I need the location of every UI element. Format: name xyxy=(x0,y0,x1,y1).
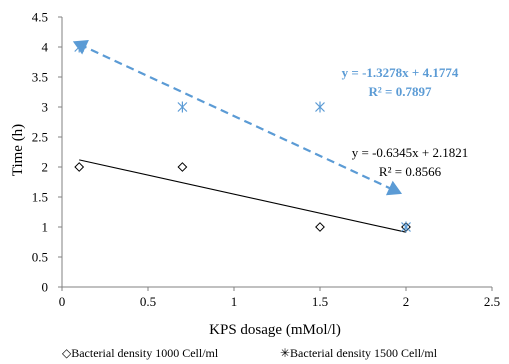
trendline-r2-1000: R² = 0.8566 xyxy=(379,164,442,179)
data-point-diamond xyxy=(315,222,325,232)
x-tick-label: 2.5 xyxy=(484,294,500,309)
y-tick-label: 0 xyxy=(42,280,49,295)
x-tick-label: 1.5 xyxy=(312,294,328,309)
x-tick-label: 2 xyxy=(403,294,410,309)
x-tick-label: 0.5 xyxy=(140,294,156,309)
y-tick-label: 1 xyxy=(42,220,49,235)
y-tick-label: 4.5 xyxy=(32,10,48,25)
data-point-diamond xyxy=(74,162,85,172)
data-point-star xyxy=(315,101,325,113)
data-points xyxy=(74,41,411,233)
trendline-arrow-end xyxy=(385,180,403,196)
data-point-star xyxy=(74,41,85,53)
y-tick-label: 4 xyxy=(42,40,49,55)
trendline-arrow-start xyxy=(72,40,89,55)
legend-item-1500: ✳Bacterial density 1500 Cell/ml xyxy=(280,346,438,360)
x-tick-label: 1 xyxy=(231,294,238,309)
y-axis-title: Time (h) xyxy=(10,124,26,176)
data-point-star xyxy=(177,101,188,113)
x-tick-label: 0 xyxy=(59,294,66,309)
y-tick-label: 3.5 xyxy=(32,70,48,85)
x-axis-title: KPS dosage (mMol/l) xyxy=(209,322,341,338)
y-tick-label: 1.5 xyxy=(32,190,48,205)
x-axis-ticks: 0 0.5 1 1.5 2 2.5 xyxy=(59,287,500,309)
trendline-equation-1500: y = -1.3278x + 4.1774 xyxy=(342,65,459,80)
trendlines xyxy=(72,40,407,233)
data-point-diamond xyxy=(177,162,188,172)
trendline-r2-1500: R² = 0.7897 xyxy=(369,84,432,99)
y-tick-label: 2 xyxy=(42,160,49,175)
axes xyxy=(61,17,492,288)
trendline-1500 xyxy=(78,43,397,192)
y-tick-label: 3 xyxy=(42,100,49,115)
trendline-equation-1000: y = -0.6345x + 2.1821 xyxy=(352,145,469,160)
legend-item-1000: ◇Bacterial density 1000 Cell/ml xyxy=(62,346,219,360)
trendline-1000 xyxy=(79,159,407,233)
y-tick-label: 0.5 xyxy=(32,250,48,265)
data-point-star xyxy=(401,221,411,233)
y-tick-label: 2.5 xyxy=(32,130,48,145)
y-axis-ticks: 0 0.5 1 1.5 2 2.5 3 3.5 4 4.5 xyxy=(32,10,62,295)
